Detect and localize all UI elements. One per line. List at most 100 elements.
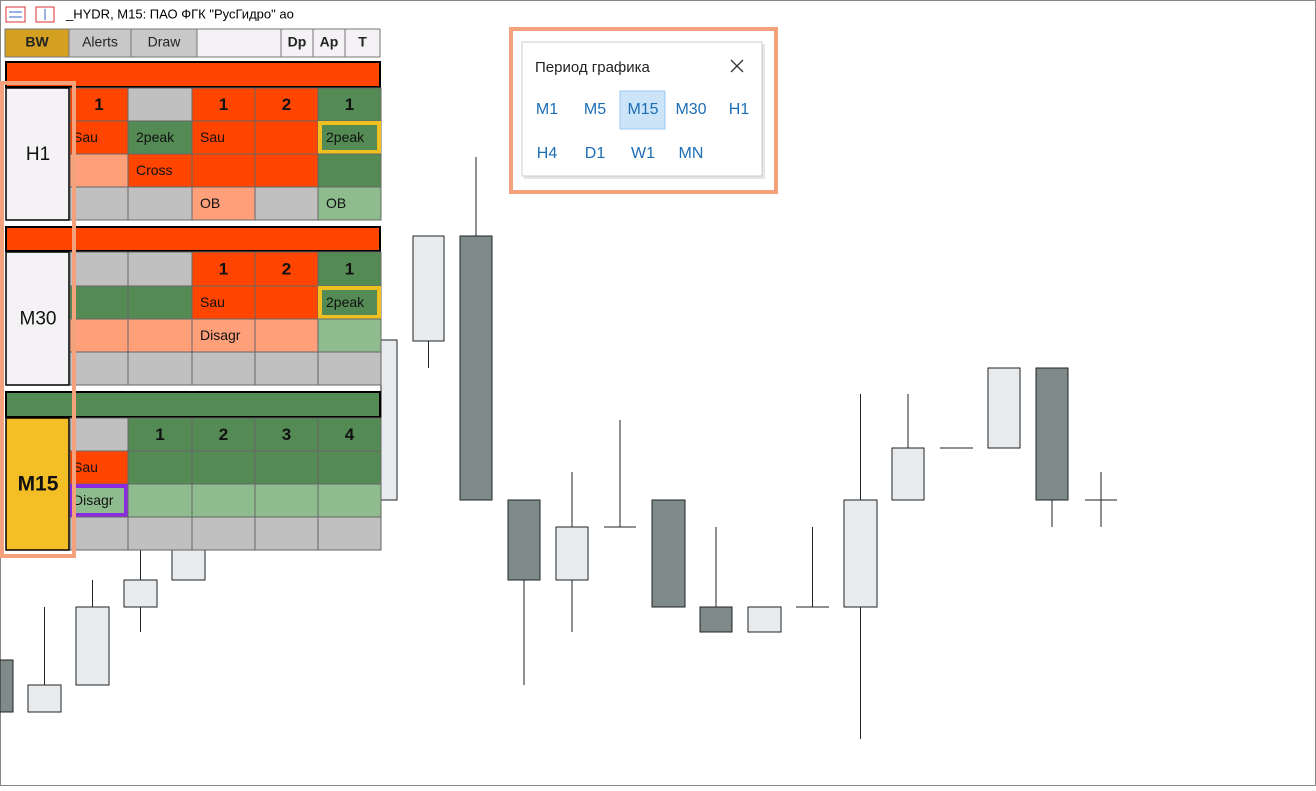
toolbar-button[interactable] [130, 28, 198, 58]
signal-cell [191, 186, 256, 221]
signal-cell [69, 87, 129, 122]
candle-body [27, 684, 62, 713]
signal-cell [127, 318, 193, 353]
cell-highlight [318, 286, 381, 319]
icon-list [5, 6, 26, 23]
signal-cell [317, 318, 382, 353]
period-selected [619, 90, 666, 130]
signal-cell [254, 450, 319, 485]
period-button[interactable]: MN [679, 145, 704, 162]
toolbar-button[interactable] [280, 28, 314, 58]
candle-body [380, 339, 398, 501]
signal-panels: H1 1 1 2 1 Sau 2peak Sau 2peak Cross OB OB M30 1 2 1 Sau… [5, 61, 382, 551]
period-button[interactable]: H4 [537, 145, 558, 162]
candle-body [891, 447, 925, 501]
toolbar-button[interactable] [344, 28, 381, 58]
candle-body [747, 606, 782, 633]
level-number: 1 [345, 95, 354, 114]
toolbar-button[interactable] [68, 28, 132, 58]
signal-cell [127, 251, 193, 287]
close-button[interactable] [730, 59, 744, 73]
period-button[interactable]: M1 [536, 101, 558, 118]
period-button[interactable]: M15 [627, 101, 658, 118]
level-number: 1 [345, 259, 354, 278]
period-button[interactable]: W1 [631, 145, 655, 162]
level-number: 2 [282, 95, 291, 114]
dialog-title: Период графика [535, 59, 651, 76]
signal-label: 2peak [326, 129, 365, 145]
signal-cell [69, 351, 129, 386]
period-dialog: Период графика M1 M5 M15 M30 H1 H4 D1 W1 MN [509, 27, 778, 194]
signal-cell [69, 186, 129, 221]
signal-label: Sau [200, 129, 225, 145]
signal-label: Sau [200, 294, 225, 310]
candle-body [123, 579, 158, 608]
signal-cell [317, 450, 382, 485]
signal-cell [127, 483, 193, 518]
period-button[interactable]: M30 [675, 101, 706, 118]
signal-cell [191, 153, 256, 188]
level-number: 1 [219, 259, 228, 278]
candle-body [459, 235, 493, 501]
signal-cell [254, 120, 319, 155]
signal-cell [317, 153, 382, 188]
timeframe-cell [5, 417, 70, 551]
title-bar: _HYDR, M15: ПАО ФГК "РусГидро" ао [5, 6, 294, 23]
period-button[interactable]: H1 [729, 101, 750, 118]
signal-cell [69, 285, 129, 320]
signal-label: Cross [136, 162, 173, 178]
timeframe-label: M30 [20, 309, 57, 330]
panel-bar [5, 226, 381, 252]
signal-cell [254, 483, 319, 518]
level-number: 2 [219, 425, 228, 444]
signal-cell [254, 318, 319, 353]
candle-body [699, 606, 733, 633]
toolbar-label: BW [25, 34, 49, 50]
signal-cell [69, 417, 129, 452]
signal-cell [317, 417, 382, 452]
timeframe-label: M15 [18, 473, 59, 496]
candle-body [75, 606, 110, 686]
level-number: 1 [219, 95, 228, 114]
signal-cell [127, 87, 193, 122]
signal-cell [254, 285, 319, 320]
signal-cell [191, 87, 256, 122]
signal-cell [191, 450, 256, 485]
signal-cell [191, 318, 256, 353]
toolbar-button[interactable] [312, 28, 346, 58]
signal-cell [127, 153, 193, 188]
signal-cell [317, 351, 382, 386]
candle-body [507, 499, 541, 581]
timeframe-cell [5, 251, 70, 386]
panel-bar [5, 391, 381, 418]
signal-label: 2peak [136, 129, 175, 145]
candles [0, 157, 1117, 739]
signal-cell [191, 285, 256, 320]
signal-cell [69, 153, 129, 188]
signal-cell [127, 417, 193, 452]
toolbar-label: Dp [288, 34, 307, 50]
candle-body [987, 367, 1021, 449]
cell-highlight [318, 121, 381, 154]
toolbar-label: Draw [148, 34, 182, 50]
toolbar-label: Ap [320, 34, 339, 50]
candle-body [651, 499, 686, 608]
signal-cell [254, 251, 319, 287]
timeframe-cell [5, 87, 70, 221]
timeframe-label: H1 [26, 144, 50, 165]
signal-cell [127, 351, 193, 386]
level-number: 1 [94, 95, 103, 114]
period-button[interactable]: D1 [585, 145, 606, 162]
toolbar-blank [196, 28, 282, 58]
signal-cell [191, 483, 256, 518]
signal-cell [317, 87, 382, 122]
signal-label: OB [326, 195, 346, 211]
level-number: 3 [282, 425, 291, 444]
signal-cell [69, 318, 129, 353]
signal-cell [254, 417, 319, 452]
signal-cell [127, 285, 193, 320]
signal-cell [254, 153, 319, 188]
signal-label: Sau [73, 459, 98, 475]
candle-body [1035, 367, 1069, 501]
period-button[interactable]: M5 [584, 101, 606, 118]
